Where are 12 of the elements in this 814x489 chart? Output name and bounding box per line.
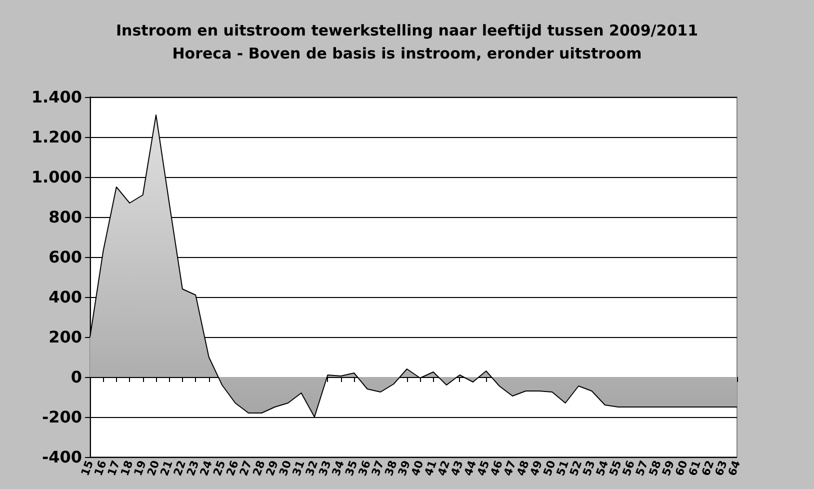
y-tick-label: 200 xyxy=(48,328,82,346)
y-tick-label: -200 xyxy=(42,408,82,426)
y-tick-label: 1.200 xyxy=(31,128,82,146)
y-tick-label: 0 xyxy=(70,368,82,386)
y-tick-label: 400 xyxy=(48,288,82,306)
y-tick-label: -400 xyxy=(42,448,82,466)
y-tick-label: 1.400 xyxy=(31,88,82,106)
y-tick-label: 800 xyxy=(48,208,82,226)
chart-title: Instroom en uitstroom tewerkstelling naar leeftijd tussen 2009/2011 xyxy=(116,22,698,40)
y-tick-label: 1.000 xyxy=(31,168,82,186)
chart-subtitle: Horeca - Boven de basis is instroom, eronder uitstroom xyxy=(172,44,642,62)
y-tick-label: 600 xyxy=(48,248,82,266)
